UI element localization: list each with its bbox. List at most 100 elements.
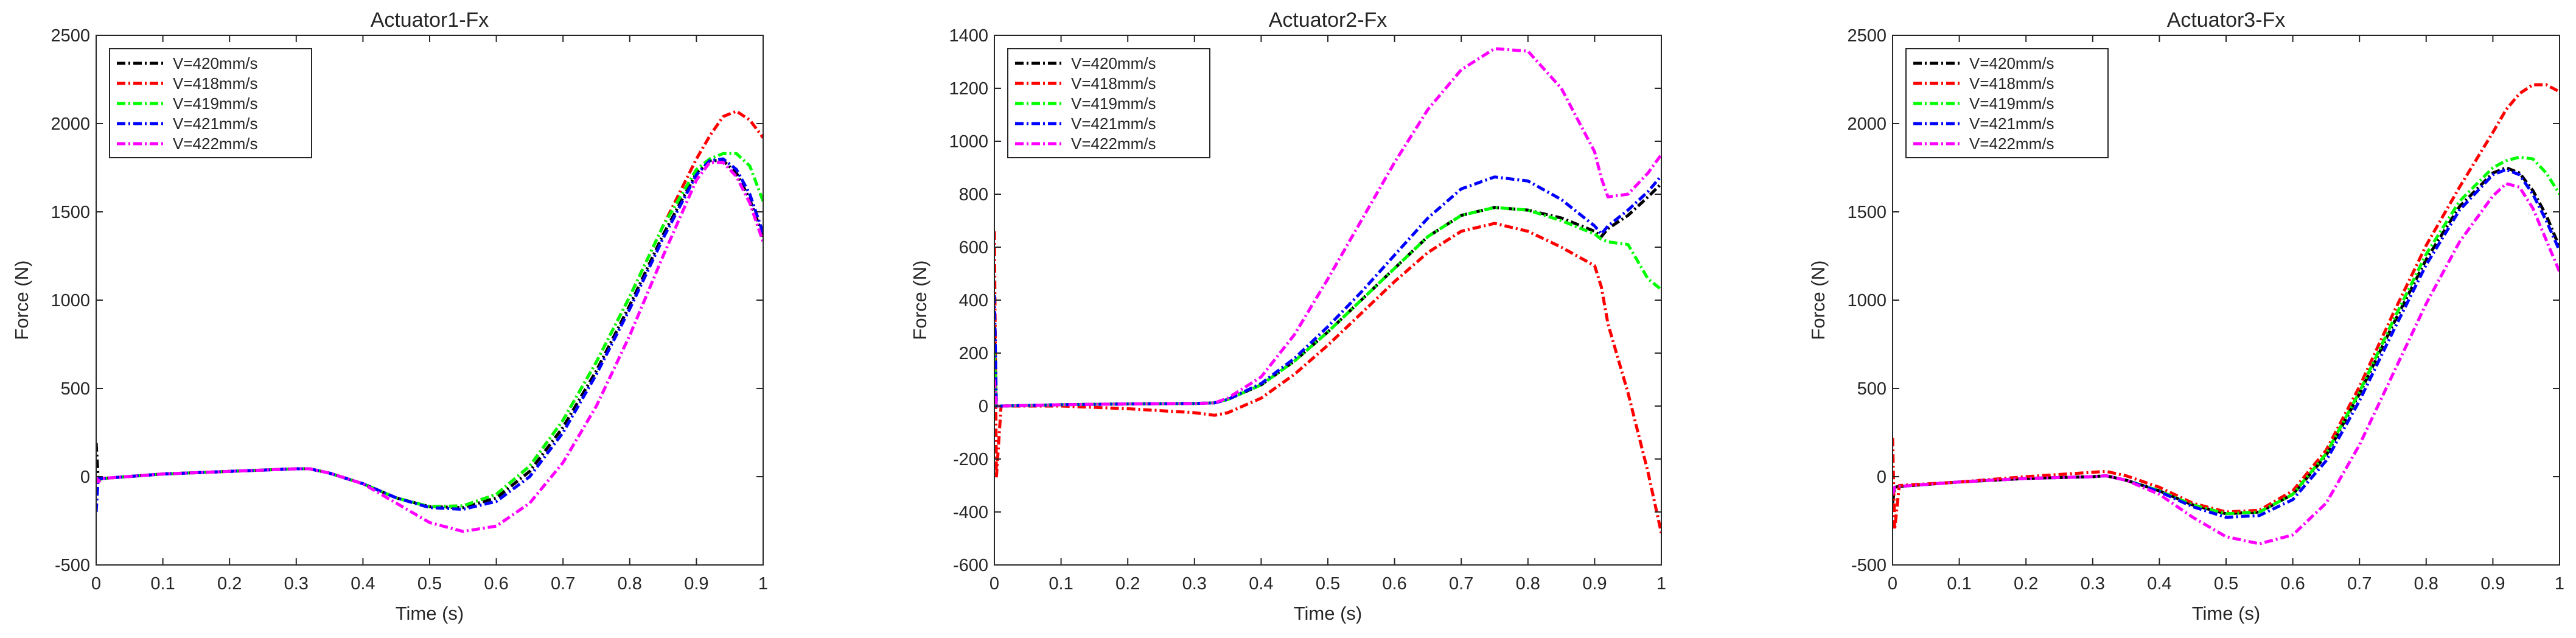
- legend-label: V=418mm/s: [1969, 74, 2054, 93]
- legend-label: V=419mm/s: [173, 94, 257, 113]
- y-tick-label: 1000: [1847, 291, 1887, 310]
- y-tick-label: 0: [979, 397, 988, 416]
- y-tick-label: 1500: [51, 203, 90, 222]
- x-tick-label: 0.1: [1049, 574, 1073, 594]
- legend-label: V=419mm/s: [1071, 94, 1156, 113]
- y-tick-label: 1000: [949, 132, 988, 152]
- chart-panel-2: 0 0.1 0.2 0.3 0.4 0.5 0.6 0.7 0.8 0.9 1 -600 -400 -20…: [909, 9, 1666, 624]
- x-axis-label: Time (s): [1294, 603, 1363, 624]
- legend: V=420mm/s V=418mm/sV=419mm/sV=421mm/s V=42…: [1007, 48, 1210, 158]
- y-tick-label: 1500: [1847, 203, 1887, 222]
- x-tick-label: 0.8: [1516, 574, 1540, 594]
- x-tick-label: 0.4: [1249, 574, 1273, 594]
- x-tick-label: 0.2: [2014, 574, 2038, 594]
- y-tick-label: 500: [61, 379, 90, 399]
- chart-title: Actuator1-Fx: [371, 9, 489, 32]
- y-tick-label: 0: [1877, 468, 1887, 487]
- x-tick-label: 0.6: [484, 574, 508, 594]
- y-tick-label: 2000: [1847, 114, 1887, 134]
- y-axis-label: Force (N): [11, 261, 32, 340]
- x-tick-label: 0.8: [618, 574, 642, 594]
- legend-box: [109, 48, 312, 158]
- y-tick-label: -600: [953, 556, 988, 575]
- y-tick-label: -500: [1851, 556, 1887, 575]
- x-tick-label: 0.9: [2480, 574, 2505, 594]
- x-tick-label: 0.4: [351, 574, 375, 594]
- x-tick-label: 0.5: [1316, 574, 1340, 594]
- x-tick-label: 0: [990, 574, 999, 594]
- x-tick-label: 1: [2555, 574, 2564, 594]
- x-axis-label: Time (s): [2192, 603, 2261, 624]
- x-tick-label: 1: [1656, 574, 1666, 594]
- y-tick-label: -500: [55, 556, 90, 575]
- legend: V=420mm/s V=418mm/sV=419mm/sV=421mm/s V=42…: [109, 48, 312, 158]
- x-tick-label: 0.9: [684, 574, 708, 594]
- x-tick-label: 0.1: [1947, 574, 1971, 594]
- x-tick-label: 0.3: [2081, 574, 2105, 594]
- legend-box: [1905, 48, 2109, 158]
- series-group: [994, 47, 1661, 534]
- x-tick-label: 0.4: [2147, 574, 2171, 594]
- legend: V=420mm/s V=418mm/sV=419mm/sV=421mm/s V=42…: [1905, 48, 2109, 158]
- legend-label: V=422mm/s: [173, 135, 257, 153]
- y-tick-label: -200: [953, 450, 988, 469]
- y-tick-label: 600: [959, 238, 988, 258]
- x-tick-label: 0.7: [551, 574, 575, 594]
- x-axis-label: Time (s): [396, 603, 464, 624]
- series-line: [994, 174, 1661, 408]
- legend-label: V=420mm/s: [1071, 54, 1156, 72]
- y-tick-label: 200: [959, 344, 988, 363]
- legend-label: V=418mm/s: [1071, 74, 1156, 93]
- x-tick-label: 0.6: [2280, 574, 2305, 594]
- legend-label: V=421mm/s: [1969, 114, 2054, 133]
- series-group: [96, 110, 763, 533]
- series-line: [1893, 182, 2560, 545]
- y-tick-label: 1200: [949, 79, 988, 99]
- x-tick-label: 0.3: [1182, 574, 1207, 594]
- x-tick-label: 0.6: [1382, 574, 1406, 594]
- x-tick-label: 0.1: [150, 574, 175, 594]
- x-tick-label: 0: [91, 574, 101, 594]
- y-tick-label: 1000: [51, 291, 90, 310]
- x-tick-label: 0.3: [284, 574, 309, 594]
- chart-title: Actuator2-Fx: [1269, 9, 1387, 32]
- series-group: [1893, 83, 2560, 545]
- y-tick-label: 1400: [949, 26, 988, 46]
- x-tick-label: 0.2: [1115, 574, 1140, 594]
- y-axis-label: Force (N): [909, 261, 930, 340]
- y-tick-label: 800: [959, 185, 988, 205]
- y-tick-label: 2500: [51, 26, 90, 46]
- legend-label: V=420mm/s: [1969, 54, 2054, 72]
- y-tick-label: 2000: [51, 114, 90, 134]
- chart-panel-1: 0 0.1 0.2 0.3 0.4 0.5 0.6 0.7 0.8 0.9 1-5000500100…: [11, 9, 768, 624]
- legend-label: V=418mm/s: [173, 74, 257, 93]
- x-tick-label: 0.2: [217, 574, 242, 594]
- legend-label: V=419mm/s: [1969, 94, 2054, 113]
- x-tick-label: 0.9: [1582, 574, 1607, 594]
- y-tick-label: -400: [953, 503, 988, 522]
- x-tick-label: 0.8: [2414, 574, 2438, 594]
- y-axis-label: Force (N): [1807, 261, 1829, 340]
- chart-title: Actuator3-Fx: [2167, 9, 2286, 32]
- y-tick-label: 400: [959, 291, 988, 310]
- y-tick-label: 2500: [1847, 26, 1887, 46]
- y-tick-label: 500: [1857, 379, 1887, 399]
- x-tick-label: 0.5: [2214, 574, 2238, 594]
- x-tick-label: 0.7: [1449, 574, 1473, 594]
- legend-label: V=422mm/s: [1071, 135, 1156, 153]
- x-tick-label: 0: [1888, 574, 1897, 594]
- series-line: [994, 222, 1661, 534]
- x-tick-label: 0.5: [417, 574, 442, 594]
- x-tick-label: 1: [758, 574, 768, 594]
- legend-box: [1007, 48, 1210, 158]
- legend-label: V=421mm/s: [173, 114, 257, 133]
- chart-panel-3: 0 0.1 0.2 0.3 0.4 0.5 0.6 0.7 0.8 0.9 1-5000500100…: [1807, 9, 2564, 624]
- legend-label: V=420mm/s: [173, 54, 257, 72]
- y-tick-label: 0: [80, 468, 90, 487]
- x-tick-label: 0.7: [2347, 574, 2372, 594]
- series-line: [994, 47, 1661, 408]
- legend-label: V=422mm/s: [1969, 135, 2054, 153]
- series-line: [96, 161, 763, 533]
- legend-label: V=421mm/s: [1071, 114, 1156, 133]
